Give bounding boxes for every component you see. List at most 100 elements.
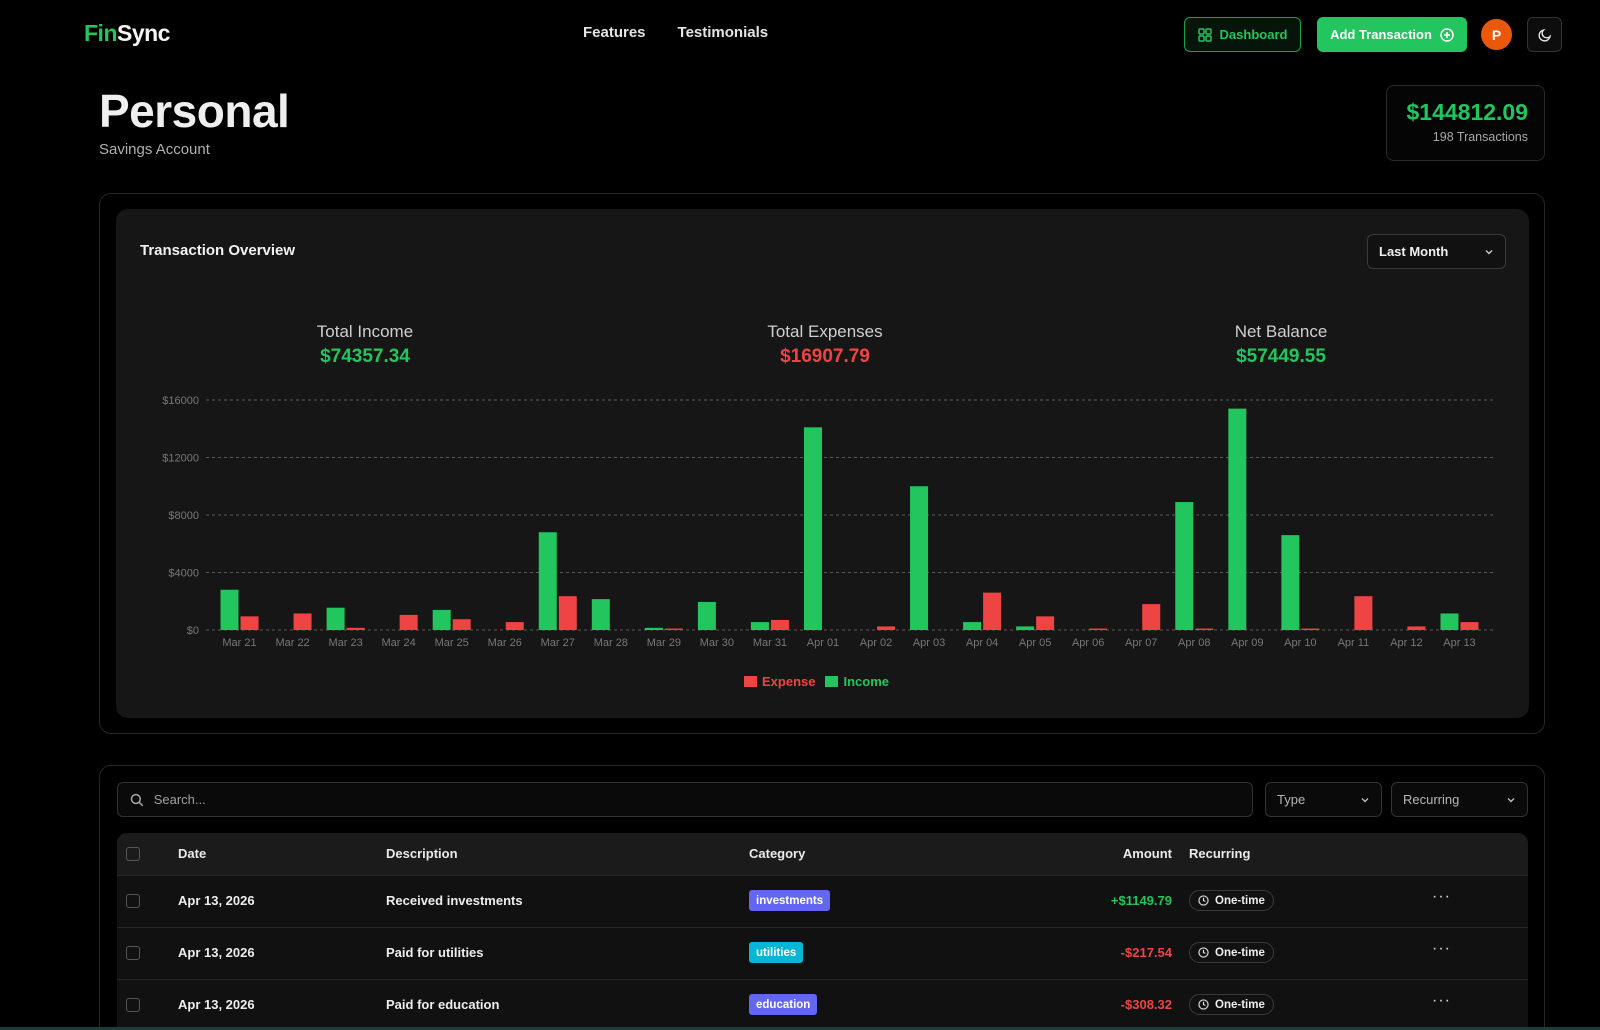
row-more-actions-button[interactable]: ··· — [1432, 940, 1451, 957]
x-tick-label: Apr 08 — [1178, 637, 1210, 649]
row-description: Paid for utilities — [386, 945, 484, 960]
x-tick-label: Mar 31 — [753, 637, 787, 649]
row-more-actions-button[interactable]: ··· — [1432, 888, 1451, 905]
account-balance: $144812.09 — [1406, 99, 1528, 125]
plus-circle-icon — [1440, 27, 1454, 42]
recurring-label: One-time — [1215, 946, 1265, 959]
col-category[interactable]: Category — [749, 846, 806, 861]
col-date[interactable]: Date — [178, 846, 207, 861]
expense-bar — [558, 596, 577, 630]
income-bar — [644, 627, 663, 630]
legend-expense-label: Expense — [762, 674, 816, 689]
type-filter-select[interactable]: Type — [1265, 782, 1382, 817]
expense-bar — [770, 619, 789, 630]
dashboard-button-label: Dashboard — [1219, 27, 1288, 42]
x-tick-label: Mar 26 — [488, 637, 522, 649]
recurring-pill: One-time — [1189, 942, 1274, 963]
expense-bar — [1460, 622, 1479, 630]
y-tick-label: $8000 — [168, 510, 199, 522]
recurring-filter-value: Recurring — [1403, 792, 1460, 807]
total-income-label: Total Income — [316, 322, 414, 341]
x-tick-label: Mar 22 — [275, 637, 309, 649]
overview-title: Transaction Overview — [140, 242, 296, 259]
x-tick-label: Mar 24 — [382, 637, 416, 649]
net-balance-label: Net Balance — [1234, 322, 1328, 341]
x-tick-label: Mar 23 — [328, 637, 362, 649]
expense-bar — [505, 622, 524, 630]
x-tick-label: Apr 03 — [913, 637, 945, 649]
income-bar — [538, 532, 557, 630]
top-navbar: FinSync Features Testimonials Dashboard … — [0, 0, 1600, 68]
income-bar — [750, 622, 769, 630]
row-checkbox[interactable] — [126, 894, 140, 908]
y-tick-label: $12000 — [162, 453, 199, 465]
select-all-checkbox[interactable] — [126, 847, 140, 861]
x-tick-label: Apr 07 — [1125, 637, 1157, 649]
period-select[interactable]: Last Month — [1367, 234, 1506, 269]
expense-bar — [983, 592, 1002, 630]
search-icon — [130, 793, 144, 806]
table-row[interactable]: Apr 13, 2026 Paid for education educatio… — [117, 979, 1528, 1030]
chevron-down-icon — [1507, 797, 1515, 802]
expense-bar — [1407, 626, 1426, 630]
add-transaction-label: Add Transaction — [1330, 27, 1432, 42]
expense-bar — [346, 627, 365, 630]
income-bar — [326, 607, 345, 630]
dashboard-button[interactable]: Dashboard — [1184, 17, 1301, 52]
chevron-down-icon — [1361, 797, 1369, 802]
recurring-label: One-time — [1215, 894, 1265, 907]
finsync-logo[interactable]: FinSync — [84, 20, 170, 47]
nav-features-link[interactable]: Features — [583, 24, 646, 41]
transactions-table: Date Description Category Amount Recurri… — [117, 833, 1528, 1030]
add-transaction-button[interactable]: Add Transaction — [1317, 17, 1467, 52]
table-row[interactable]: Apr 13, 2026 Paid for utilities utilitie… — [117, 927, 1528, 979]
x-tick-label: Apr 10 — [1284, 637, 1316, 649]
overview-card — [116, 209, 1529, 718]
nav-testimonials-link[interactable]: Testimonials — [677, 24, 769, 41]
transaction-bar-chart: $0 $4000 $8000 $12000 $16000 Mar 21 Mar 22 Mar … — [162, 395, 1496, 649]
clock-icon — [1198, 895, 1209, 906]
x-tick-label: Apr 02 — [860, 637, 892, 649]
total-expenses-stat: Total Expenses $16907.79 — [715, 322, 935, 368]
x-tick-label: Apr 05 — [1019, 637, 1051, 649]
row-more-actions-button[interactable]: ··· — [1432, 992, 1451, 1009]
expense-bar — [452, 619, 471, 630]
col-recurring[interactable]: Recurring — [1189, 846, 1251, 861]
logo-fin: Fin — [84, 20, 118, 46]
chart-legend: Expense Income — [744, 674, 889, 689]
expense-bar — [1195, 628, 1214, 630]
net-balance-stat: Net Balance $57449.55 — [1171, 322, 1391, 368]
category-badge: investments — [749, 890, 831, 911]
search-input[interactable] — [153, 792, 1240, 807]
legend-expense[interactable]: Expense — [744, 674, 815, 689]
legend-expense-swatch — [744, 676, 757, 687]
x-tick-label: Apr 12 — [1390, 637, 1422, 649]
income-bar — [963, 622, 982, 630]
row-date: Apr 13, 2026 — [178, 997, 255, 1012]
row-description: Paid for education — [386, 997, 500, 1012]
income-bar — [220, 589, 239, 630]
table-row[interactable]: Apr 13, 2026 Received investments invest… — [117, 875, 1528, 927]
net-balance-value: $57449.55 — [1236, 346, 1326, 367]
logo-sync: Sync — [117, 20, 170, 46]
legend-income[interactable]: Income — [825, 674, 889, 689]
row-date: Apr 13, 2026 — [178, 893, 255, 908]
col-amount[interactable]: Amount — [1122, 846, 1172, 861]
user-avatar[interactable]: P — [1481, 19, 1512, 50]
theme-toggle-button[interactable] — [1527, 17, 1562, 52]
income-bar — [432, 609, 451, 630]
total-expenses-value: $16907.79 — [780, 346, 870, 367]
income-bar — [591, 599, 610, 630]
total-expenses-label: Total Expenses — [767, 322, 883, 341]
row-checkbox[interactable] — [126, 946, 140, 960]
expense-bar — [1354, 596, 1373, 630]
x-tick-label: Apr 01 — [807, 637, 839, 649]
row-checkbox[interactable] — [126, 998, 140, 1012]
income-bar — [1228, 408, 1247, 630]
col-description[interactable]: Description — [386, 846, 458, 861]
account-name: Personal — [99, 85, 290, 137]
recurring-filter-select[interactable]: Recurring — [1391, 782, 1528, 817]
bottom-edge — [0, 1027, 1600, 1030]
income-bar — [803, 427, 822, 630]
x-tick-label: Mar 21 — [222, 637, 256, 649]
